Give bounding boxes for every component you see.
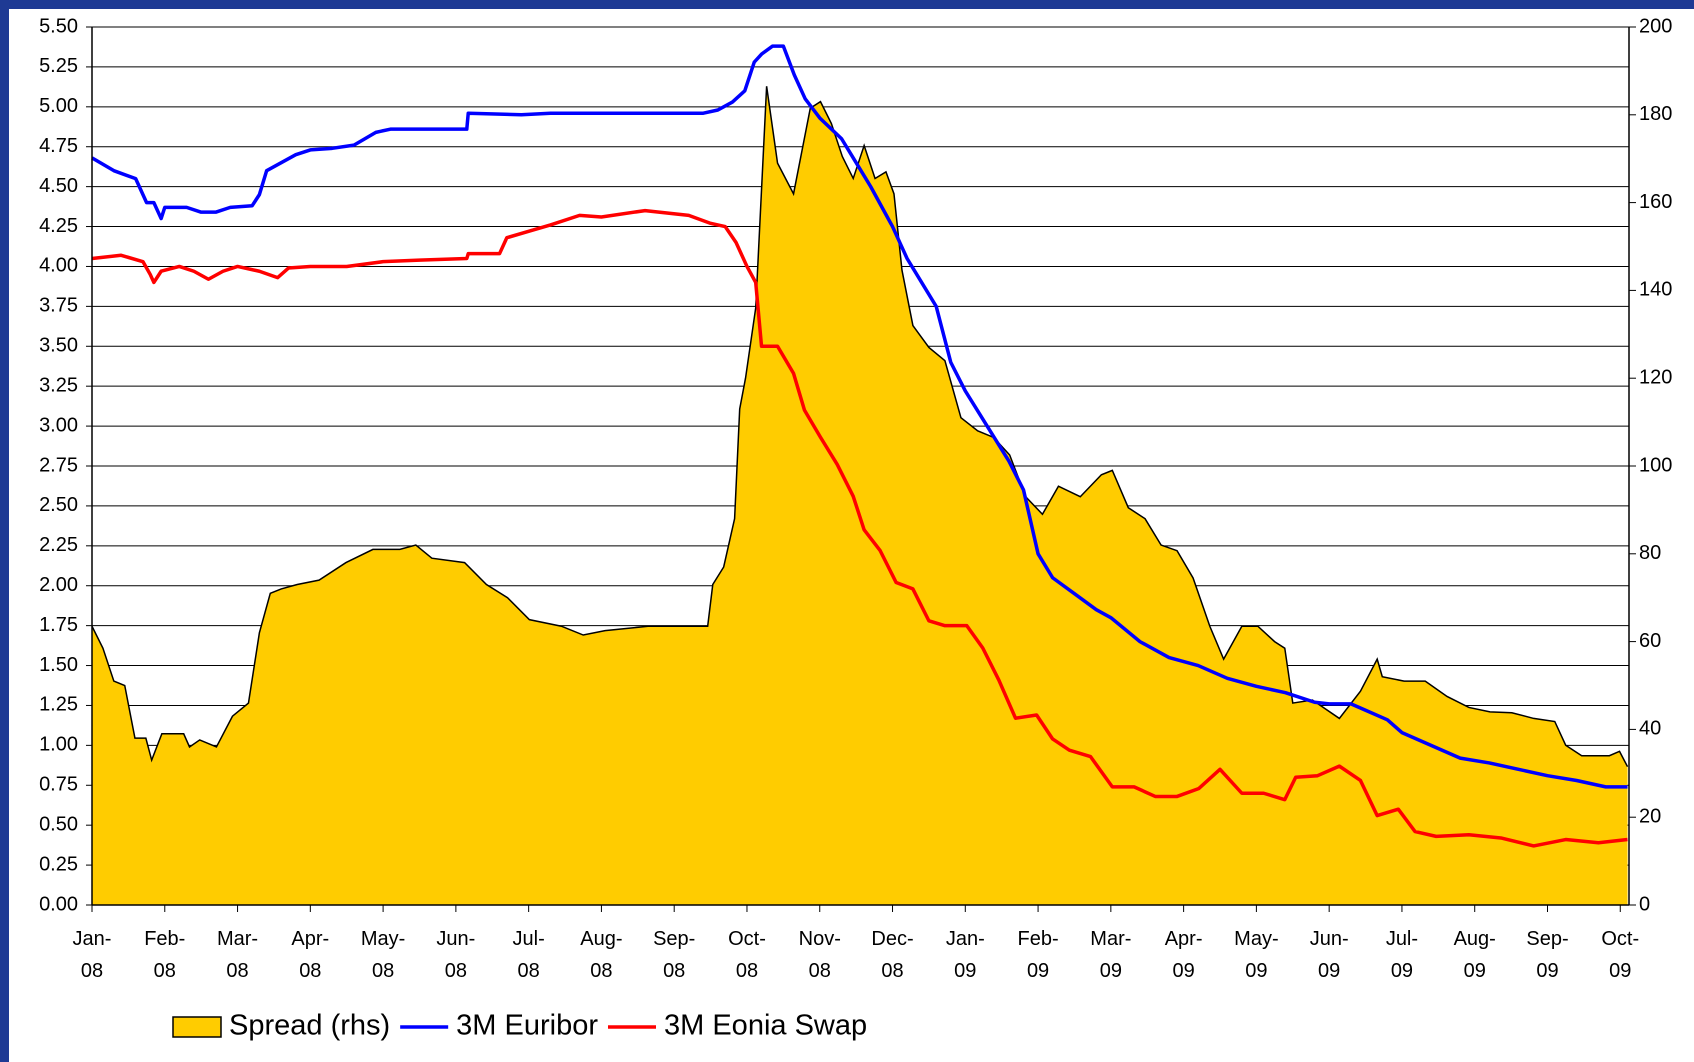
x-tick-label: May-08 (361, 928, 405, 982)
legend-swatch (172, 1016, 222, 1038)
y-tick-label: 1.00 (39, 734, 78, 756)
y-tick-label: 3.75 (39, 295, 78, 317)
area-outline (91, 86, 1629, 768)
x-tick-label: Apr-08 (291, 928, 329, 982)
y2-tick-label: 160 (1639, 191, 1672, 213)
y-tick-label: 2.50 (39, 494, 78, 516)
x-tick-label: Mar-09 (1090, 928, 1131, 982)
y-tick-label: 4.00 (39, 255, 78, 277)
y2-tick-label: 200 (1639, 15, 1672, 37)
x-tick-label: Aug-08 (580, 928, 622, 982)
line (91, 208, 1628, 848)
x-tick-label: Apr-09 (1165, 928, 1203, 982)
y-tick-label: 0.75 (39, 774, 78, 796)
y2-tick-label: 0 (1639, 893, 1650, 915)
y-tick-label: 4.25 (39, 215, 78, 237)
area (92, 86, 1628, 905)
x-tick-label: Oct-09 (1601, 928, 1639, 982)
x-tick-label: Feb-08 (144, 928, 185, 982)
x-tick-label: Jan-08 (73, 928, 112, 982)
y-tick-label: 0.00 (39, 893, 78, 915)
x-tick-label: Jul-08 (513, 928, 545, 982)
y-tick-label: 3.25 (39, 374, 78, 396)
y-tick-label: 2.25 (39, 534, 78, 556)
y2-tick-label: 80 (1639, 542, 1661, 564)
y-tick-label: 0.25 (39, 853, 78, 875)
y2-tick-label: 180 (1639, 103, 1672, 125)
y-tick-label: 5.50 (39, 15, 78, 37)
y-tick-label: 1.75 (39, 614, 78, 636)
x-tick-label: Nov-08 (799, 928, 841, 982)
y-tick-label: 1.25 (39, 694, 78, 716)
y-tick-label: 2.75 (39, 454, 78, 476)
x-tick-label: Jul-09 (1386, 928, 1418, 982)
x-tick-label: May-09 (1234, 928, 1278, 982)
x-tick-label: Dec-08 (871, 928, 913, 982)
legend-label: 3M Eonia Swap (664, 1010, 867, 1042)
line (91, 44, 1628, 789)
y-tick-label: 1.50 (39, 654, 78, 676)
x-tick-label: Feb-09 (1018, 928, 1059, 982)
y-tick-label: 5.25 (39, 55, 78, 77)
y-tick-label: 3.50 (39, 335, 78, 357)
x-tick-label: Oct-08 (728, 928, 766, 982)
y-tick-label: 2.00 (39, 574, 78, 596)
y-tick-label: 5.00 (39, 95, 78, 117)
legend-label: 3M Euribor (456, 1010, 598, 1042)
x-tick-label: Mar-08 (217, 928, 258, 982)
x-tick-label: Jun-08 (436, 928, 475, 982)
y-tick-label: 0.50 (39, 813, 78, 835)
y2-tick-label: 20 (1639, 805, 1661, 827)
y2-tick-label: 60 (1639, 630, 1661, 652)
legend-label: Spread (rhs) (229, 1010, 390, 1042)
x-tick-label: Sep-08 (653, 928, 695, 982)
x-tick-label: Jan-09 (946, 928, 985, 982)
y-tick-label: 3.00 (39, 414, 78, 436)
y-tick-label: 4.75 (39, 135, 78, 157)
y2-tick-label: 120 (1639, 366, 1672, 388)
x-tick-label: Jun-09 (1310, 928, 1349, 982)
y2-tick-label: 40 (1639, 718, 1661, 740)
y2-tick-label: 100 (1639, 454, 1672, 476)
x-tick-label: Sep-09 (1526, 928, 1568, 982)
x-tick-label: Aug-09 (1454, 928, 1496, 982)
y-tick-label: 4.50 (39, 175, 78, 197)
y2-tick-label: 140 (1639, 279, 1672, 301)
